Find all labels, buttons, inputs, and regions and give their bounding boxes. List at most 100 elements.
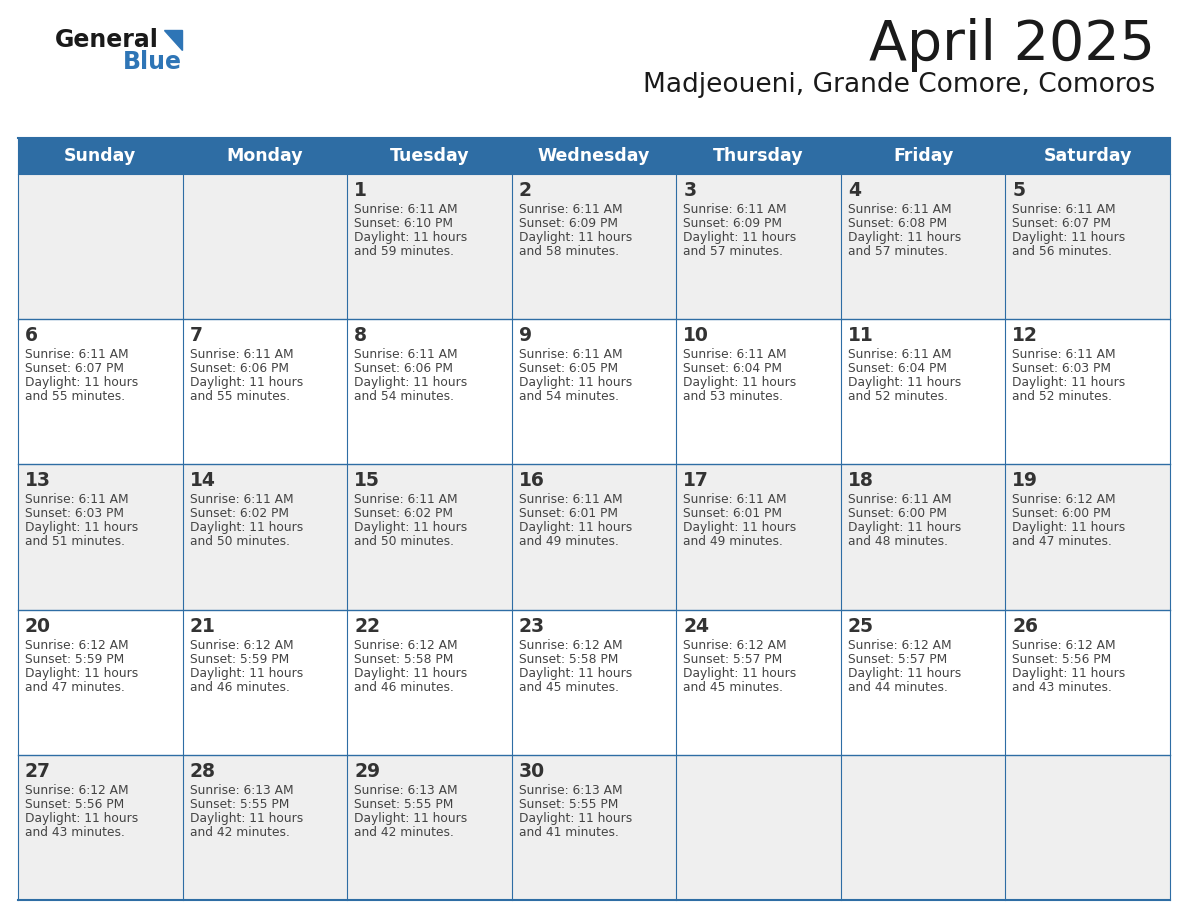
Text: Sunset: 6:06 PM: Sunset: 6:06 PM	[190, 363, 289, 375]
Text: Madjeoueni, Grande Comore, Comoros: Madjeoueni, Grande Comore, Comoros	[643, 72, 1155, 98]
Text: 18: 18	[848, 472, 873, 490]
Text: Friday: Friday	[893, 147, 953, 165]
Text: and 54 minutes.: and 54 minutes.	[519, 390, 619, 403]
Text: Daylight: 11 hours: Daylight: 11 hours	[848, 521, 961, 534]
Text: 24: 24	[683, 617, 709, 635]
Text: Daylight: 11 hours: Daylight: 11 hours	[519, 231, 632, 244]
Text: 20: 20	[25, 617, 51, 635]
Text: Daylight: 11 hours: Daylight: 11 hours	[354, 376, 467, 389]
Text: Sunrise: 6:12 AM: Sunrise: 6:12 AM	[519, 639, 623, 652]
Text: Daylight: 11 hours: Daylight: 11 hours	[519, 666, 632, 679]
Text: Sunset: 5:56 PM: Sunset: 5:56 PM	[25, 798, 125, 811]
Text: 16: 16	[519, 472, 544, 490]
Text: and 54 minutes.: and 54 minutes.	[354, 390, 454, 403]
Text: Sunrise: 6:12 AM: Sunrise: 6:12 AM	[25, 784, 128, 797]
Text: Sunrise: 6:11 AM: Sunrise: 6:11 AM	[848, 203, 952, 216]
Text: Daylight: 11 hours: Daylight: 11 hours	[190, 376, 303, 389]
Text: Thursday: Thursday	[713, 147, 804, 165]
Text: 7: 7	[190, 326, 203, 345]
Text: Daylight: 11 hours: Daylight: 11 hours	[25, 666, 138, 679]
Bar	[18, 319, 1170, 465]
Text: Sunrise: 6:11 AM: Sunrise: 6:11 AM	[25, 348, 128, 361]
Text: Daylight: 11 hours: Daylight: 11 hours	[1012, 521, 1126, 534]
Text: 23: 23	[519, 617, 545, 635]
Text: Daylight: 11 hours: Daylight: 11 hours	[848, 231, 961, 244]
Text: Sunrise: 6:11 AM: Sunrise: 6:11 AM	[683, 493, 786, 507]
Text: and 45 minutes.: and 45 minutes.	[519, 680, 619, 694]
Text: 10: 10	[683, 326, 709, 345]
Text: Sunset: 6:07 PM: Sunset: 6:07 PM	[1012, 217, 1112, 230]
Text: 3: 3	[683, 181, 696, 200]
Text: Daylight: 11 hours: Daylight: 11 hours	[190, 521, 303, 534]
Text: 9: 9	[519, 326, 532, 345]
Text: and 57 minutes.: and 57 minutes.	[848, 245, 948, 258]
Text: Daylight: 11 hours: Daylight: 11 hours	[683, 376, 796, 389]
Text: Sunrise: 6:13 AM: Sunrise: 6:13 AM	[190, 784, 293, 797]
Text: and 42 minutes.: and 42 minutes.	[190, 826, 290, 839]
Text: Sunrise: 6:13 AM: Sunrise: 6:13 AM	[519, 784, 623, 797]
Text: Daylight: 11 hours: Daylight: 11 hours	[25, 521, 138, 534]
Text: Sunset: 6:00 PM: Sunset: 6:00 PM	[848, 508, 947, 521]
Text: Sunrise: 6:11 AM: Sunrise: 6:11 AM	[848, 348, 952, 361]
Text: and 42 minutes.: and 42 minutes.	[354, 826, 454, 839]
Text: and 46 minutes.: and 46 minutes.	[190, 680, 290, 694]
Text: Sunset: 6:09 PM: Sunset: 6:09 PM	[683, 217, 782, 230]
Text: Saturday: Saturday	[1043, 147, 1132, 165]
Text: and 41 minutes.: and 41 minutes.	[519, 826, 619, 839]
Text: Sunrise: 6:11 AM: Sunrise: 6:11 AM	[354, 348, 457, 361]
Text: Sunset: 5:55 PM: Sunset: 5:55 PM	[519, 798, 618, 811]
Text: Sunset: 5:59 PM: Sunset: 5:59 PM	[190, 653, 289, 666]
Text: 2: 2	[519, 181, 532, 200]
Text: Sunrise: 6:11 AM: Sunrise: 6:11 AM	[519, 348, 623, 361]
Text: Sunrise: 6:12 AM: Sunrise: 6:12 AM	[354, 639, 457, 652]
Text: General: General	[55, 28, 159, 52]
Text: Sunrise: 6:11 AM: Sunrise: 6:11 AM	[354, 203, 457, 216]
Polygon shape	[164, 30, 182, 50]
Text: Monday: Monday	[227, 147, 303, 165]
Text: Sunset: 5:57 PM: Sunset: 5:57 PM	[848, 653, 947, 666]
Text: Sunset: 6:04 PM: Sunset: 6:04 PM	[683, 363, 782, 375]
Text: Daylight: 11 hours: Daylight: 11 hours	[848, 666, 961, 679]
Text: Sunset: 6:02 PM: Sunset: 6:02 PM	[354, 508, 453, 521]
Text: 11: 11	[848, 326, 873, 345]
Text: Sunday: Sunday	[64, 147, 137, 165]
Text: Sunset: 6:00 PM: Sunset: 6:00 PM	[1012, 508, 1112, 521]
Text: and 47 minutes.: and 47 minutes.	[25, 680, 125, 694]
Text: Daylight: 11 hours: Daylight: 11 hours	[683, 666, 796, 679]
Text: Sunset: 6:04 PM: Sunset: 6:04 PM	[848, 363, 947, 375]
Text: Tuesday: Tuesday	[390, 147, 469, 165]
Bar	[18, 174, 1170, 319]
Text: and 57 minutes.: and 57 minutes.	[683, 245, 783, 258]
Text: Sunrise: 6:12 AM: Sunrise: 6:12 AM	[1012, 493, 1116, 507]
Text: Sunrise: 6:11 AM: Sunrise: 6:11 AM	[683, 348, 786, 361]
Text: Sunset: 5:59 PM: Sunset: 5:59 PM	[25, 653, 125, 666]
Text: and 50 minutes.: and 50 minutes.	[190, 535, 290, 548]
Bar	[18, 610, 1170, 755]
Text: Sunset: 5:55 PM: Sunset: 5:55 PM	[354, 798, 454, 811]
Text: and 52 minutes.: and 52 minutes.	[848, 390, 948, 403]
Text: 30: 30	[519, 762, 545, 781]
Text: Sunset: 6:09 PM: Sunset: 6:09 PM	[519, 217, 618, 230]
Text: 8: 8	[354, 326, 367, 345]
Text: Sunrise: 6:13 AM: Sunrise: 6:13 AM	[354, 784, 457, 797]
Bar	[18, 465, 1170, 610]
Text: and 45 minutes.: and 45 minutes.	[683, 680, 783, 694]
Text: 29: 29	[354, 762, 380, 781]
Text: Daylight: 11 hours: Daylight: 11 hours	[519, 376, 632, 389]
Text: 25: 25	[848, 617, 874, 635]
Text: 14: 14	[190, 472, 215, 490]
Text: Wednesday: Wednesday	[538, 147, 650, 165]
Text: and 43 minutes.: and 43 minutes.	[1012, 680, 1112, 694]
Text: and 48 minutes.: and 48 minutes.	[848, 535, 948, 548]
Text: Sunrise: 6:12 AM: Sunrise: 6:12 AM	[683, 639, 786, 652]
Text: Sunrise: 6:11 AM: Sunrise: 6:11 AM	[519, 493, 623, 507]
Text: 21: 21	[190, 617, 215, 635]
Text: Sunset: 6:01 PM: Sunset: 6:01 PM	[683, 508, 782, 521]
Text: Blue: Blue	[124, 50, 182, 74]
Text: Daylight: 11 hours: Daylight: 11 hours	[354, 231, 467, 244]
Text: and 43 minutes.: and 43 minutes.	[25, 826, 125, 839]
Text: Daylight: 11 hours: Daylight: 11 hours	[354, 666, 467, 679]
Text: and 58 minutes.: and 58 minutes.	[519, 245, 619, 258]
Text: Sunrise: 6:11 AM: Sunrise: 6:11 AM	[848, 493, 952, 507]
Text: Daylight: 11 hours: Daylight: 11 hours	[354, 812, 467, 824]
